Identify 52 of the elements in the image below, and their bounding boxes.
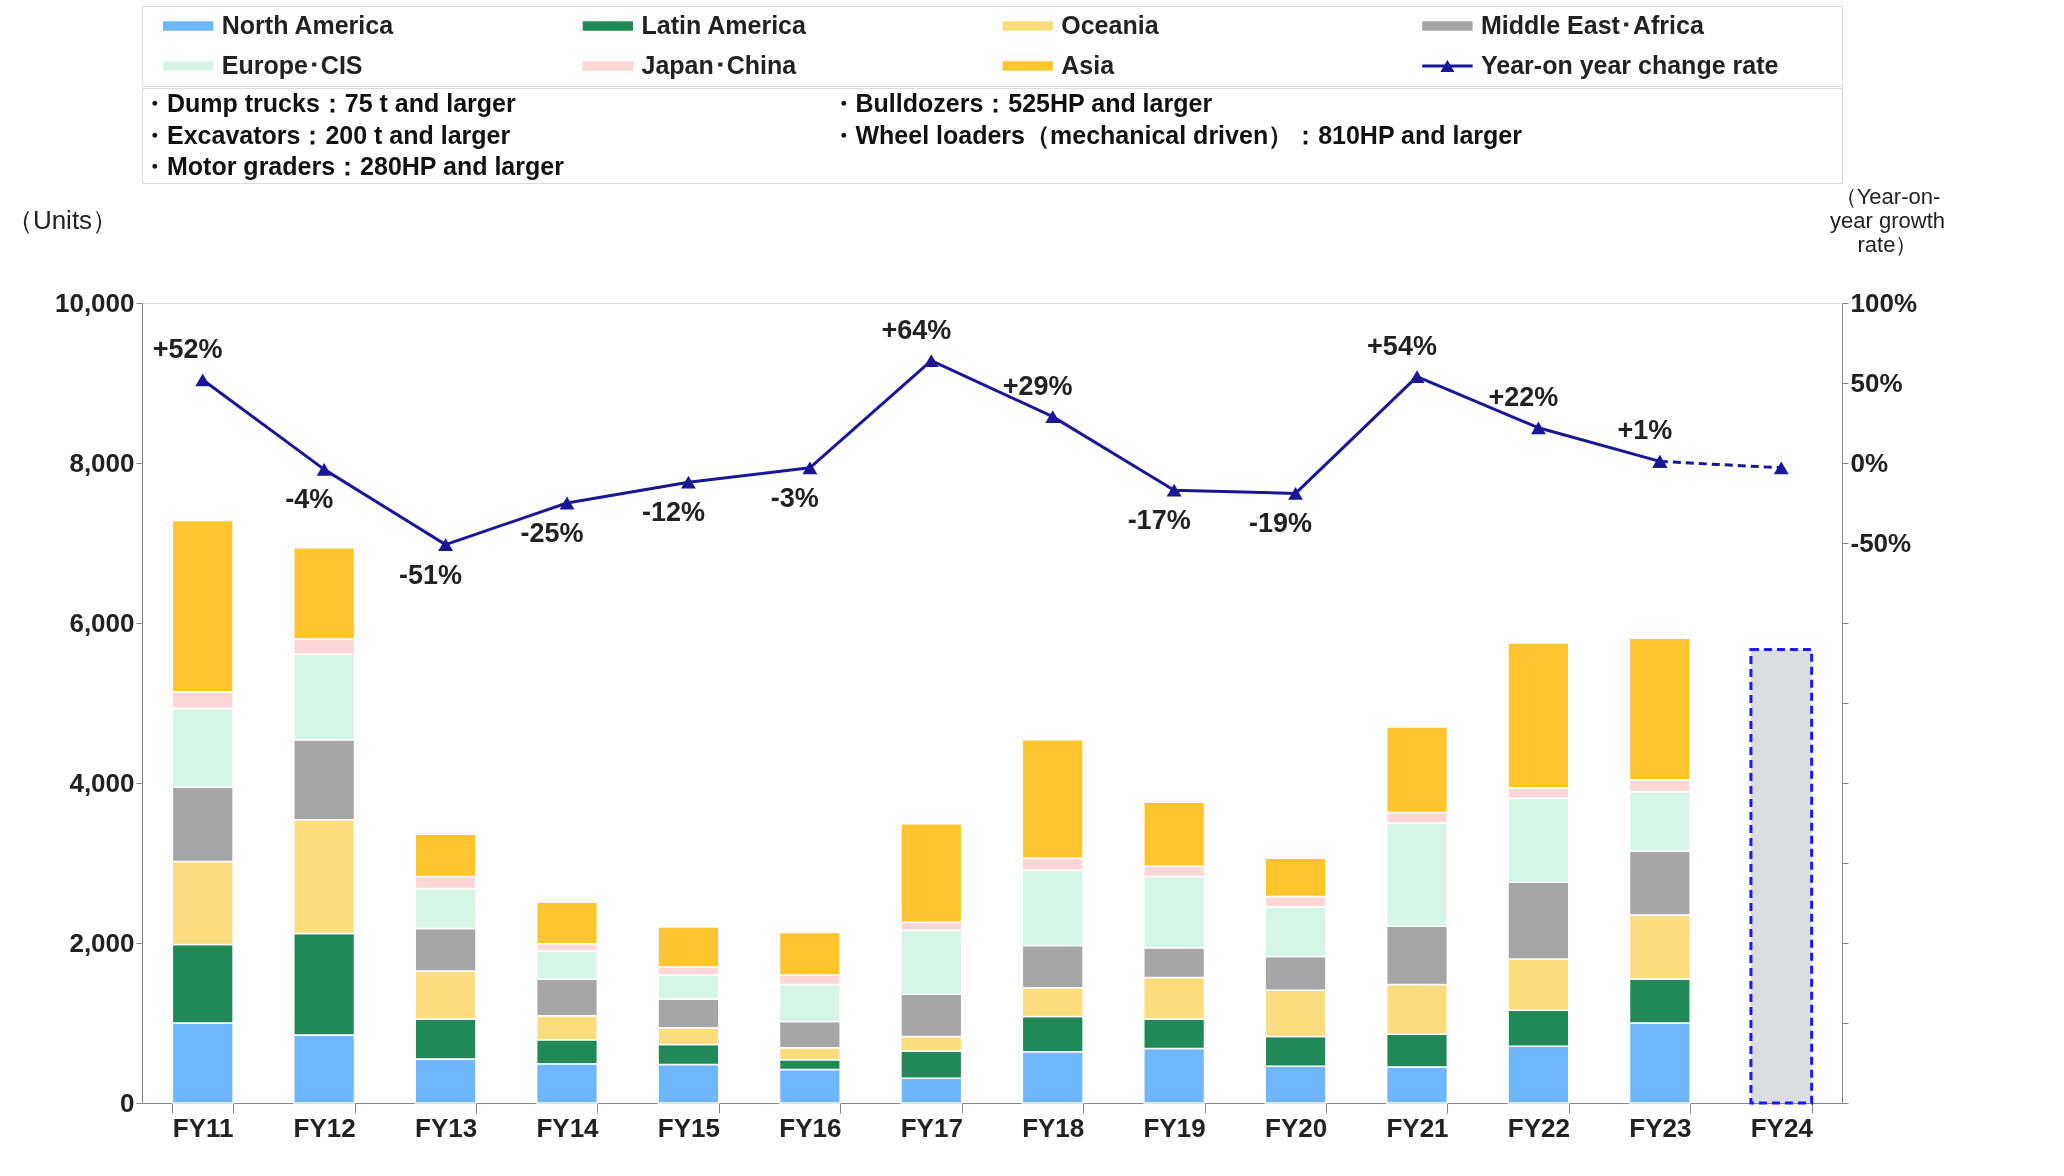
legend-label: Japan･China <box>641 51 798 79</box>
y2-tick-label: -50% <box>1850 527 1912 558</box>
y-tick-label: 4,000 <box>69 767 135 798</box>
x-tick-label: FY19 <box>1143 1112 1206 1143</box>
legend-label: Europe･CIS <box>221 51 363 79</box>
data-label: -19% <box>1249 508 1313 539</box>
text: ・Bulldozers：525HP and larger <box>830 88 1213 117</box>
y2-tick-label: 0% <box>1850 447 1889 478</box>
legend-label: Asia <box>1061 51 1116 79</box>
text: ・Motor graders：280HP and larger <box>142 152 565 181</box>
x-tick-label: FY12 <box>293 1112 356 1143</box>
data-label: -4% <box>285 484 334 515</box>
y2-axis-title: （Year-on- year growth rate） <box>1830 183 1945 257</box>
data-label: +29% <box>1002 370 1073 401</box>
legend-label: Oceania <box>1061 11 1160 39</box>
data-label: +64% <box>881 314 952 345</box>
data-label: +52% <box>152 333 223 364</box>
legend-label: Year-on year change rate <box>1481 51 1779 79</box>
x-tick-label: FY24 <box>1750 1112 1814 1143</box>
x-tick-label: FY14 <box>536 1112 600 1143</box>
text: ・Dump trucks：75 t and larger <box>142 88 516 117</box>
data-label: -25% <box>520 518 584 548</box>
y-tick-label: 10,000 <box>54 287 135 318</box>
y-tick-label: 2,000 <box>69 927 135 958</box>
y2-tick-label: 100% <box>1850 287 1917 318</box>
x-tick-label: FY20 <box>1264 1112 1328 1143</box>
data-label: +54% <box>1367 330 1437 361</box>
x-tick-label: FY17 <box>900 1112 963 1143</box>
data-label: -3% <box>770 482 819 513</box>
data-label: -17% <box>1127 505 1191 536</box>
x-tick-label: FY22 <box>1507 1112 1571 1143</box>
x-tick-label: FY13 <box>414 1112 478 1143</box>
x-tick-label: FY15 <box>657 1112 721 1143</box>
data-label: -51% <box>399 559 463 590</box>
data-label: -12% <box>641 497 705 528</box>
text: ・Wheel loaders（mechanical driven）：810HP and larger <box>830 120 1523 149</box>
x-tick-label: FY18 <box>1022 1112 1085 1143</box>
x-tick-label: FY23 <box>1629 1112 1692 1143</box>
y-axis-title: （Units） <box>6 204 119 235</box>
y-tick-label: 6,000 <box>69 607 135 638</box>
legend-label: Middle East･Africa <box>1481 11 1705 39</box>
data-label: +1% <box>1617 415 1673 446</box>
y2-tick-label: 50% <box>1850 367 1903 398</box>
x-tick-label: FY16 <box>779 1112 842 1143</box>
x-tick-label: FY11 <box>172 1112 234 1143</box>
text: ・Excavators：200 t and larger <box>142 120 511 149</box>
y-tick-label: 0 <box>120 1087 135 1118</box>
data-label: +22% <box>1488 381 1559 412</box>
legend-label: Latin America <box>641 11 808 39</box>
y-tick-label: 8,000 <box>69 447 135 478</box>
legend-label: North America <box>221 11 395 39</box>
x-tick-label: FY21 <box>1386 1112 1449 1143</box>
